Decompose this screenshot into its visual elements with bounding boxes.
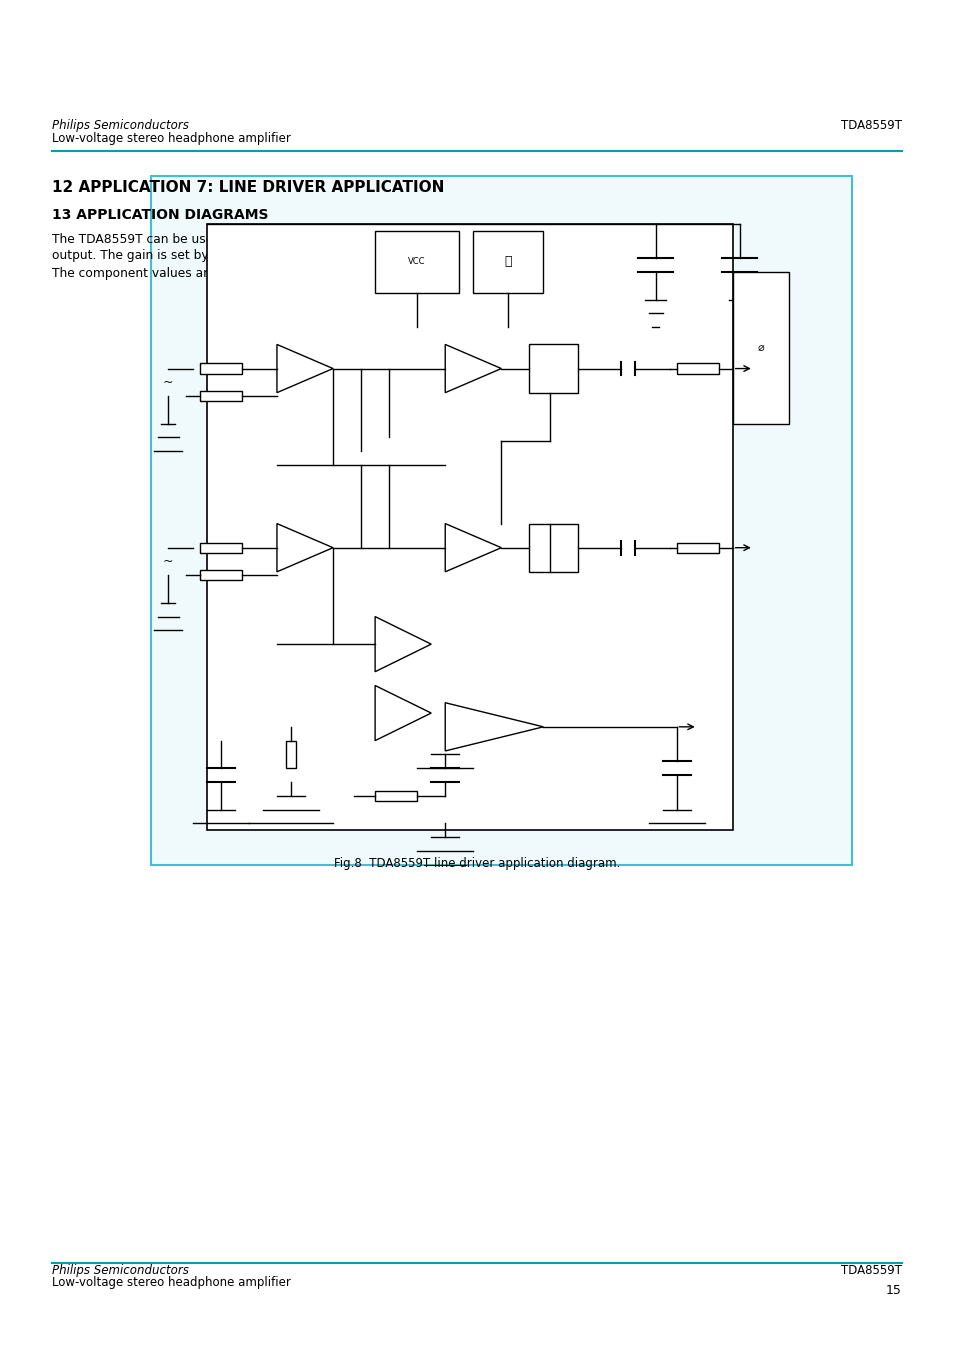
- Text: ~: ~: [163, 376, 173, 389]
- Bar: [199, 390, 242, 401]
- Text: Fig.8: Fig.8: [374, 249, 402, 262]
- Bar: [375, 790, 416, 801]
- Text: output. The gain is set by two external resistors. See: output. The gain is set by two external …: [52, 249, 380, 262]
- Text: xx: xx: [326, 266, 340, 280]
- Text: Fig.8  TDA8559T line driver application diagram.: Fig.8 TDA8559T line driver application d…: [334, 857, 619, 870]
- Text: ⌀: ⌀: [757, 343, 763, 353]
- Text: TDA8559T: TDA8559T: [840, 1263, 901, 1277]
- Text: ~: ~: [163, 555, 173, 567]
- Bar: [676, 543, 718, 553]
- Bar: [199, 543, 242, 553]
- Bar: [199, 363, 242, 374]
- Text: and: and: [405, 249, 436, 262]
- Text: 本: 本: [504, 255, 512, 269]
- Text: Low-voltage stereo headphone amplifier: Low-voltage stereo headphone amplifier: [52, 1275, 291, 1289]
- Text: .: .: [339, 266, 343, 280]
- Text: TDA8559T: TDA8559T: [840, 119, 901, 132]
- Text: Low-voltage stereo headphone amplifier: Low-voltage stereo headphone amplifier: [52, 131, 291, 145]
- Bar: [529, 524, 578, 571]
- FancyBboxPatch shape: [151, 176, 851, 865]
- Bar: [732, 272, 788, 424]
- Bar: [676, 363, 718, 374]
- Bar: [473, 231, 543, 293]
- Text: 12 APPLICATION 7: LINE DRIVER APPLICATION: 12 APPLICATION 7: LINE DRIVER APPLICATIO…: [52, 180, 444, 195]
- Bar: [199, 570, 242, 581]
- Text: Fig.9: Fig.9: [431, 249, 459, 262]
- Bar: [529, 345, 578, 393]
- Bar: [207, 224, 732, 830]
- Text: for the application diagram.: for the application diagram.: [462, 249, 637, 262]
- Text: Philips Semiconductors: Philips Semiconductors: [52, 1263, 189, 1277]
- Text: 15: 15: [884, 1283, 901, 1297]
- Bar: [375, 231, 458, 293]
- Text: The TDA8559T can be used as a line driver. In this application both channels dri: The TDA8559T can be used as a line drive…: [52, 232, 628, 246]
- Text: 13 APPLICATION DIAGRAMS: 13 APPLICATION DIAGRAMS: [52, 208, 269, 222]
- Text: VCC: VCC: [408, 257, 425, 266]
- Text: Philips Semiconductors: Philips Semiconductors: [52, 119, 189, 132]
- Bar: [285, 740, 296, 769]
- Text: The component values are given in Table 8 on page: The component values are given in Table …: [52, 266, 373, 280]
